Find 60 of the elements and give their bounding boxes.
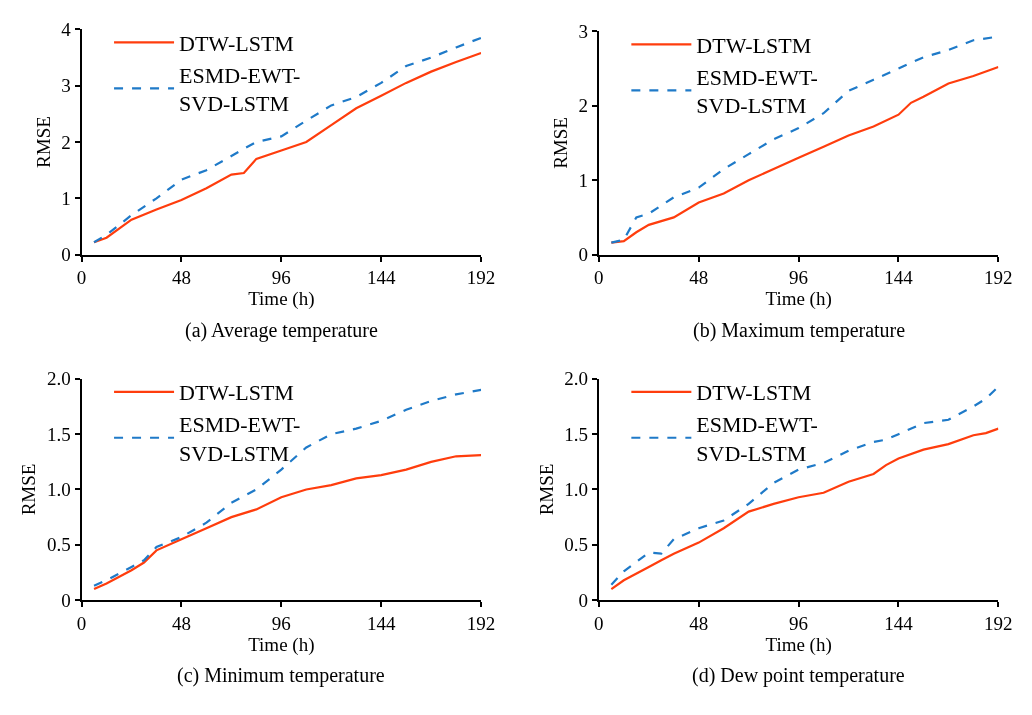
x-tick-label: 0	[76, 612, 87, 634]
x-tick-label: 144	[884, 267, 914, 289]
y-axis-title: RMSE	[32, 116, 54, 168]
legend-label: ESMD-EWT-SVD-LSTM	[696, 412, 818, 466]
x-tick-label: 0	[594, 267, 604, 289]
y-tick-label: 0.5	[564, 534, 589, 556]
text: (c) Minimum temperature	[177, 664, 385, 687]
legend-label: DTW-LSTM	[696, 380, 812, 406]
legend-label: DTW-LSTM	[179, 31, 294, 57]
y-tick-label: 0	[578, 589, 589, 611]
x-tick-label: 96	[271, 267, 291, 289]
legend-label: ESMD-EWT-SVD-LSTM	[179, 62, 301, 117]
text: (a) Average temperature	[185, 319, 378, 342]
x-tick-label: 48	[689, 612, 709, 634]
y-tick-label: 0.5	[47, 534, 71, 556]
y-tick-label: 1.0	[564, 479, 589, 501]
x-tick-label: 0	[76, 267, 87, 289]
x-tick-label: 144	[366, 612, 396, 634]
x-tick-label: 48	[689, 267, 709, 289]
x-tick-label: 96	[789, 612, 809, 634]
x-tick-label: 96	[271, 612, 291, 634]
y-tick-label: 0	[578, 244, 589, 266]
x-tick-label: 144	[884, 612, 914, 634]
x-tick-label: 192	[984, 612, 1013, 634]
y-axis-title: RMSE	[549, 117, 571, 169]
y-tick-label: 2	[578, 95, 589, 117]
x-tick-label: 192	[466, 612, 496, 634]
x-axis-title: Time (h)	[248, 633, 315, 656]
x-tick-label: 192	[984, 267, 1013, 289]
x-tick-label: 144	[366, 267, 396, 289]
x-axis-title: Time (h)	[765, 288, 832, 311]
y-tick-label: 4	[61, 19, 72, 41]
x-tick-label: 0	[594, 612, 604, 634]
line-series	[92, 388, 482, 587]
x-axis-title: Time (h)	[248, 288, 315, 311]
y-axis-title: RMSE	[535, 463, 557, 516]
legend-label: ESMD-EWT-SVD-LSTM	[696, 64, 818, 119]
legend-label: ESMD-EWT-SVD-LSTM	[179, 412, 301, 466]
x-axis-title: Time (h)	[765, 633, 832, 656]
text: (b) Maximum temperature	[693, 319, 906, 342]
y-tick-label: 1	[61, 187, 71, 209]
y-tick-label: 2	[61, 131, 71, 153]
y-tick-label: 1.0	[47, 479, 71, 501]
x-tick-label: 192	[466, 267, 496, 289]
y-tick-label: 2.0	[564, 368, 589, 390]
y-tick-label: 0	[61, 589, 71, 611]
legend-label: DTW-LSTM	[696, 32, 812, 58]
legend-label: DTW-LSTM	[179, 380, 294, 406]
text: (d) Dew point temperature	[692, 664, 905, 687]
y-tick-label: 3	[578, 21, 589, 42]
x-tick-label: 96	[789, 267, 809, 289]
x-tick-label: 48	[171, 267, 191, 289]
x-tick-label: 48	[171, 612, 191, 634]
y-tick-label: 2.0	[47, 368, 71, 390]
y-tick-label: 0	[61, 244, 71, 266]
y-tick-label: 3	[61, 75, 71, 97]
y-tick-label: 1.5	[47, 423, 71, 445]
y-tick-label: 1.5	[564, 423, 589, 445]
y-tick-label: 1	[578, 169, 589, 191]
y-axis-title: RMSE	[18, 463, 40, 516]
